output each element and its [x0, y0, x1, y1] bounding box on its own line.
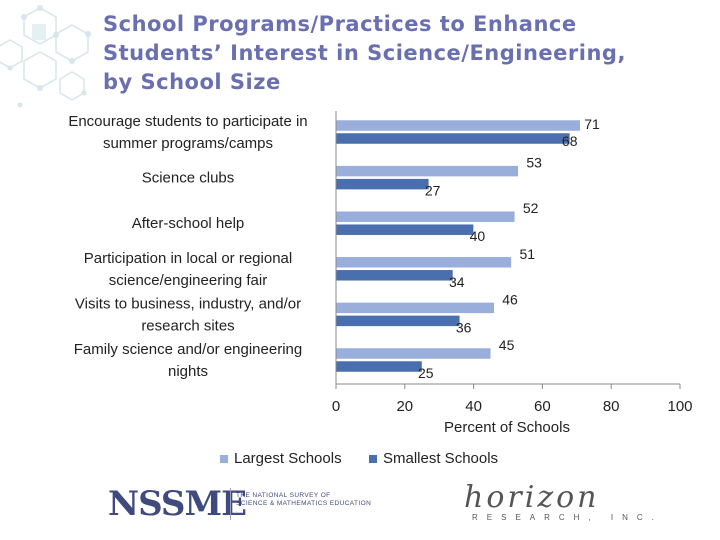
title-line-2: Students’ Interest in Science/Engineerin…	[103, 41, 626, 65]
bar-smallest-4	[335, 315, 461, 327]
horizon-logo-subtitle: RESEARCH, INC.	[472, 513, 663, 522]
data-label-largest-4: 46	[502, 291, 518, 307]
category-label-4-line-0: Visits to business, industry, and/or	[75, 295, 301, 312]
decorative-square	[32, 24, 46, 40]
data-label-smallest-5: 25	[418, 365, 434, 381]
category-label-1-line-0: Science clubs	[142, 170, 235, 187]
bar-smallest-3	[335, 269, 454, 282]
chart-title: School Programs/Practices to Enhance Stu…	[103, 10, 703, 97]
horizon-logo: horizon	[464, 480, 600, 515]
data-label-largest-3: 51	[519, 246, 535, 262]
bar-largest-3	[335, 256, 512, 269]
bar-smallest-2	[335, 223, 474, 236]
data-label-smallest-2: 40	[470, 228, 486, 244]
data-label-largest-2: 52	[523, 200, 539, 216]
bar-chart: 71 68 Encourage students to participate in…	[68, 111, 693, 436]
title-line-1: School Programs/Practices to Enhance	[103, 12, 577, 36]
nssme-sub-line-2: SCIENCE & MATHEMATICS EDUCATION	[236, 500, 372, 507]
x-axis-title: Percent of Schools	[444, 419, 570, 436]
nssme-logo-subtitle: THE NATIONAL SURVEY OF SCIENCE & MATHEMA…	[236, 492, 371, 508]
legend-label-smallest: Smallest Schools	[383, 450, 499, 467]
bar-largest-0	[335, 119, 581, 132]
x-tick-label-0: 0	[332, 398, 340, 415]
data-label-largest-1: 53	[526, 155, 542, 171]
legend-swatch-largest	[220, 454, 228, 463]
data-label-smallest-1: 27	[425, 183, 441, 199]
title-line-3: by School Size	[103, 70, 281, 94]
category-label-5-line-1: nights	[168, 363, 208, 380]
x-tick-label-1: 20	[396, 398, 413, 415]
legend-label-largest: Largest Schools	[234, 450, 342, 467]
data-label-smallest-4: 36	[456, 319, 472, 335]
legend-swatch-smallest	[369, 454, 377, 463]
category-label-0-line-0: Encourage students to participate in	[68, 113, 307, 130]
x-tick-label-2: 40	[465, 398, 482, 415]
bar-largest-5	[335, 347, 492, 360]
nssme-logo: NSSME	[108, 484, 247, 524]
data-label-smallest-0: 68	[562, 133, 578, 149]
category-label-3-line-1: science/engineering fair	[109, 272, 267, 289]
logo-divider	[230, 488, 231, 520]
legend-item-largest: Largest Schools	[220, 450, 342, 467]
decorative-hexagon-pattern	[0, 5, 91, 108]
nssme-sub-line-1: THE NATIONAL SURVEY OF	[236, 492, 331, 499]
bar-smallest-0	[335, 132, 571, 145]
x-tick-label-3: 60	[534, 398, 551, 415]
bar-smallest-1	[335, 178, 430, 190]
category-label-5-line-0: Family science and/or engineering	[74, 341, 302, 358]
bar-smallest-5	[335, 360, 423, 373]
data-label-smallest-3: 34	[449, 274, 465, 290]
data-label-largest-5: 45	[499, 337, 515, 353]
category-label-4-line-1: research sites	[141, 317, 234, 334]
x-tick-label-4: 80	[603, 398, 620, 415]
bar-largest-1	[335, 165, 519, 177]
data-label-largest-0: 71	[584, 116, 600, 132]
category-label-2-line-0: After-school help	[132, 215, 245, 232]
bar-largest-2	[335, 210, 516, 223]
x-tick-label-5: 100	[667, 398, 692, 415]
bar-largest-4	[335, 302, 495, 314]
legend-item-smallest: Smallest Schools	[369, 450, 498, 467]
category-label-3-line-0: Participation in local or regional	[84, 250, 292, 267]
category-label-0-line-1: summer programs/camps	[103, 135, 273, 152]
